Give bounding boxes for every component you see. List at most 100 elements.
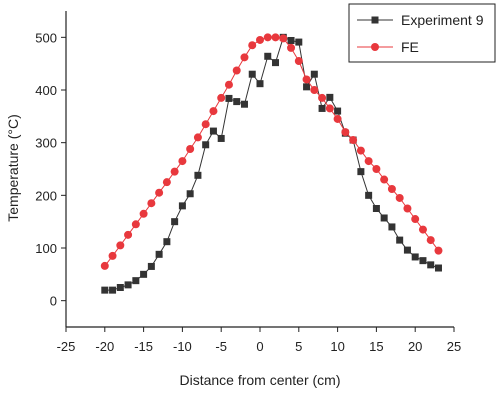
data-point: [310, 70, 318, 78]
data-point: [310, 86, 319, 94]
data-point: [225, 94, 233, 102]
data-point: [318, 93, 327, 102]
data-point: [217, 134, 225, 142]
data-point: [101, 286, 109, 294]
data-point: [411, 215, 420, 224]
data-point: [178, 202, 186, 210]
data-point: [132, 277, 140, 285]
data-point: [279, 34, 288, 43]
x-tick-label: -20: [95, 339, 114, 354]
x-tick-label: 0: [256, 339, 263, 354]
x-tick-label: -15: [134, 339, 153, 354]
data-point: [108, 251, 117, 260]
y-tick-label: 100: [35, 241, 57, 256]
x-axis-label: Distance from center (cm): [179, 372, 340, 388]
data-point: [100, 261, 109, 270]
series-2: [100, 33, 443, 270]
data-point: [271, 33, 280, 42]
data-point: [248, 70, 256, 78]
data-point: [302, 75, 311, 84]
data-point: [434, 264, 442, 272]
data-point: [116, 241, 125, 250]
data-point: [171, 218, 179, 226]
legend-marker: [371, 16, 379, 24]
data-point: [372, 205, 380, 212]
y-tick-label: 400: [35, 83, 57, 98]
data-point: [131, 220, 140, 229]
y-tick-label: 500: [35, 30, 57, 45]
data-point: [162, 178, 171, 187]
data-point: [349, 136, 358, 145]
data-point: [341, 128, 350, 137]
data-point: [365, 191, 373, 199]
data-point: [140, 270, 148, 278]
data-point: [248, 41, 257, 50]
data-point: [147, 199, 156, 208]
data-point: [147, 262, 155, 270]
legend-label: FE: [401, 39, 419, 55]
x-tick-label: 15: [369, 339, 383, 354]
x-tick-label: 20: [408, 339, 422, 354]
data-point: [272, 59, 280, 67]
data-point: [303, 83, 311, 91]
data-point: [287, 36, 295, 44]
data-point: [186, 144, 195, 153]
data-point: [224, 80, 233, 89]
legend-item: FE: [357, 39, 419, 55]
data-point: [240, 53, 249, 62]
legend-marker: [371, 43, 379, 51]
data-point: [170, 167, 179, 176]
series-layer: [100, 33, 443, 294]
data-point: [264, 52, 272, 60]
x-tick-label: 5: [295, 339, 302, 354]
data-point: [426, 236, 435, 245]
y-tick-label: 200: [35, 188, 57, 203]
data-point: [295, 38, 303, 46]
data-point: [326, 93, 334, 101]
data-point: [333, 114, 342, 123]
data-point: [240, 100, 248, 108]
data-point: [403, 204, 412, 213]
series-line: [104, 36, 439, 267]
data-point: [155, 188, 164, 197]
x-tick-label: 25: [447, 339, 461, 354]
data-point: [233, 98, 241, 106]
data-point: [139, 209, 148, 218]
y-axis-label: Temperature (°C): [5, 114, 21, 222]
data-point: [109, 286, 117, 294]
data-point: [403, 246, 411, 254]
data-point: [256, 80, 264, 88]
legend-item: Experiment 9: [357, 12, 484, 28]
data-point: [395, 193, 404, 202]
data-point: [124, 230, 133, 239]
data-point: [372, 165, 381, 173]
data-point: [217, 93, 226, 102]
data-point: [178, 157, 187, 166]
data-point: [325, 104, 334, 113]
data-point: [380, 175, 389, 184]
x-tick-label: 10: [330, 339, 344, 354]
series-line: [104, 36, 439, 291]
data-point: [364, 157, 373, 166]
legend-label: Experiment 9: [401, 12, 484, 28]
data-point: [209, 107, 218, 116]
data-point: [124, 281, 132, 289]
data-point: [209, 127, 217, 135]
data-point: [163, 238, 171, 246]
data-point: [202, 141, 210, 149]
x-tick-label: -5: [215, 339, 227, 354]
data-point: [387, 185, 396, 194]
data-point: [194, 171, 202, 179]
data-point: [294, 57, 303, 66]
data-point: [418, 225, 427, 234]
data-point: [193, 133, 202, 142]
data-point: [357, 168, 365, 176]
legend-box: [348, 3, 496, 63]
data-point: [419, 257, 427, 265]
data-point: [380, 214, 388, 222]
data-point: [434, 246, 443, 255]
data-point: [287, 43, 296, 52]
data-point: [356, 146, 365, 155]
